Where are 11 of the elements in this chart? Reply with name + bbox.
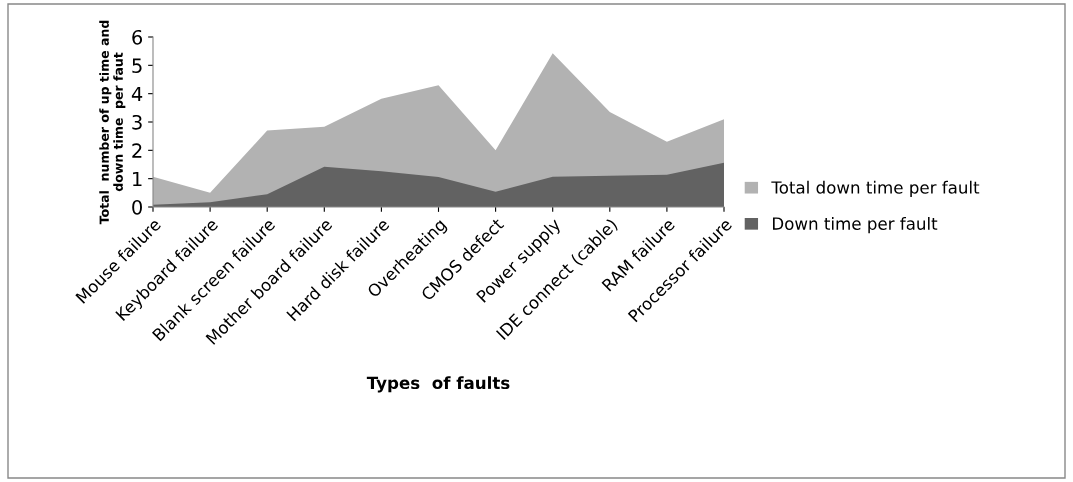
y-tick-label: 1 [133, 171, 142, 187]
legend-label: Down time per fault [773, 217, 938, 234]
y-tick-label: 6 [132, 29, 143, 45]
y-tick-label: 4 [131, 86, 143, 102]
legend-label: Total down time per fault [771, 180, 980, 197]
y-tick-label: 5 [132, 58, 142, 73]
x-axis-title: Types of faults [366, 376, 510, 393]
y-tick-label: 0 [132, 199, 142, 215]
y-tick-label: 3 [132, 114, 142, 130]
y-axis-title: Total number of up time and down time per faut [99, 20, 126, 225]
y-tick-label: 2 [132, 143, 142, 158]
